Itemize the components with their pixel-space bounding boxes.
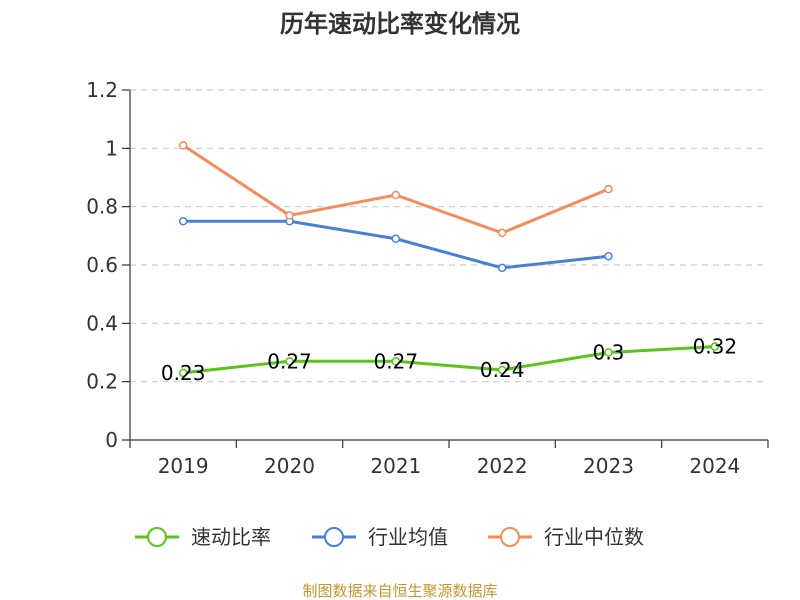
data-point	[178, 141, 188, 150]
data-point	[178, 368, 188, 378]
x-tick-label: 2024	[689, 454, 740, 478]
data-point	[178, 217, 188, 226]
data-point	[285, 211, 294, 220]
data-point	[604, 184, 613, 194]
data-labels: 0.23 0.27 0.27 0.24 0.3 0.32	[161, 335, 737, 385]
source-note: 制图数据来自恒生聚源数据库	[302, 582, 497, 600]
y-tick-label: 1	[105, 136, 118, 160]
data-point	[710, 342, 720, 351]
data-label: 0.24	[480, 358, 525, 382]
x-tick-label: 2022	[477, 454, 528, 478]
legend-marker	[147, 527, 167, 547]
data-label: 0.27	[374, 349, 419, 373]
data-label: 0.23	[161, 361, 206, 385]
data-point	[497, 365, 507, 375]
series-line-1	[183, 219, 609, 270]
data-point	[497, 263, 507, 273]
series-line-0	[183, 345, 715, 375]
legend-label: 行业均值	[368, 525, 448, 549]
y-tick-label: 1.2	[86, 78, 118, 102]
gridlines	[130, 89, 768, 383]
data-point	[604, 348, 613, 357]
data-point	[604, 252, 613, 261]
legend-item: 速动比率	[135, 525, 271, 549]
y-tick-label: 0.8	[86, 195, 118, 219]
data-label: 0.27	[267, 349, 312, 373]
legend-item: 行业均值	[312, 525, 448, 549]
data-label: 0.3	[593, 341, 625, 365]
data-label: 0.32	[693, 335, 738, 359]
x-tick-label: 2023	[583, 454, 634, 478]
data-point	[497, 228, 507, 238]
x-tick-label: 2020	[264, 454, 315, 478]
legend-label: 行业中位数	[544, 525, 644, 549]
data-point	[391, 234, 401, 243]
legend-marker	[500, 527, 520, 547]
x-tick-label: 2021	[370, 454, 421, 478]
legend-label: 速动比率	[191, 525, 271, 549]
x-tick-label: 2019	[158, 454, 209, 478]
legend-item: 行业中位数	[488, 525, 644, 549]
data-point	[391, 190, 401, 200]
y-tick-label: 0.2	[86, 370, 118, 394]
data-point	[391, 357, 401, 366]
chart-title: 历年速动比率变化情况	[280, 10, 520, 38]
legend: 速动比率 行业均值 行业中位数	[135, 525, 644, 549]
y-tick-label: 0.6	[86, 253, 118, 277]
y-tick-label: 0.4	[86, 311, 118, 335]
axes: 0 0.2 0.4 0.6 0.8 1 1.2 2019 2020 2021 2022 2023 202…	[86, 78, 769, 478]
y-tick-label: 0	[105, 428, 118, 452]
series-group	[178, 141, 720, 378]
data-point	[285, 357, 294, 366]
legend-marker	[324, 527, 344, 547]
